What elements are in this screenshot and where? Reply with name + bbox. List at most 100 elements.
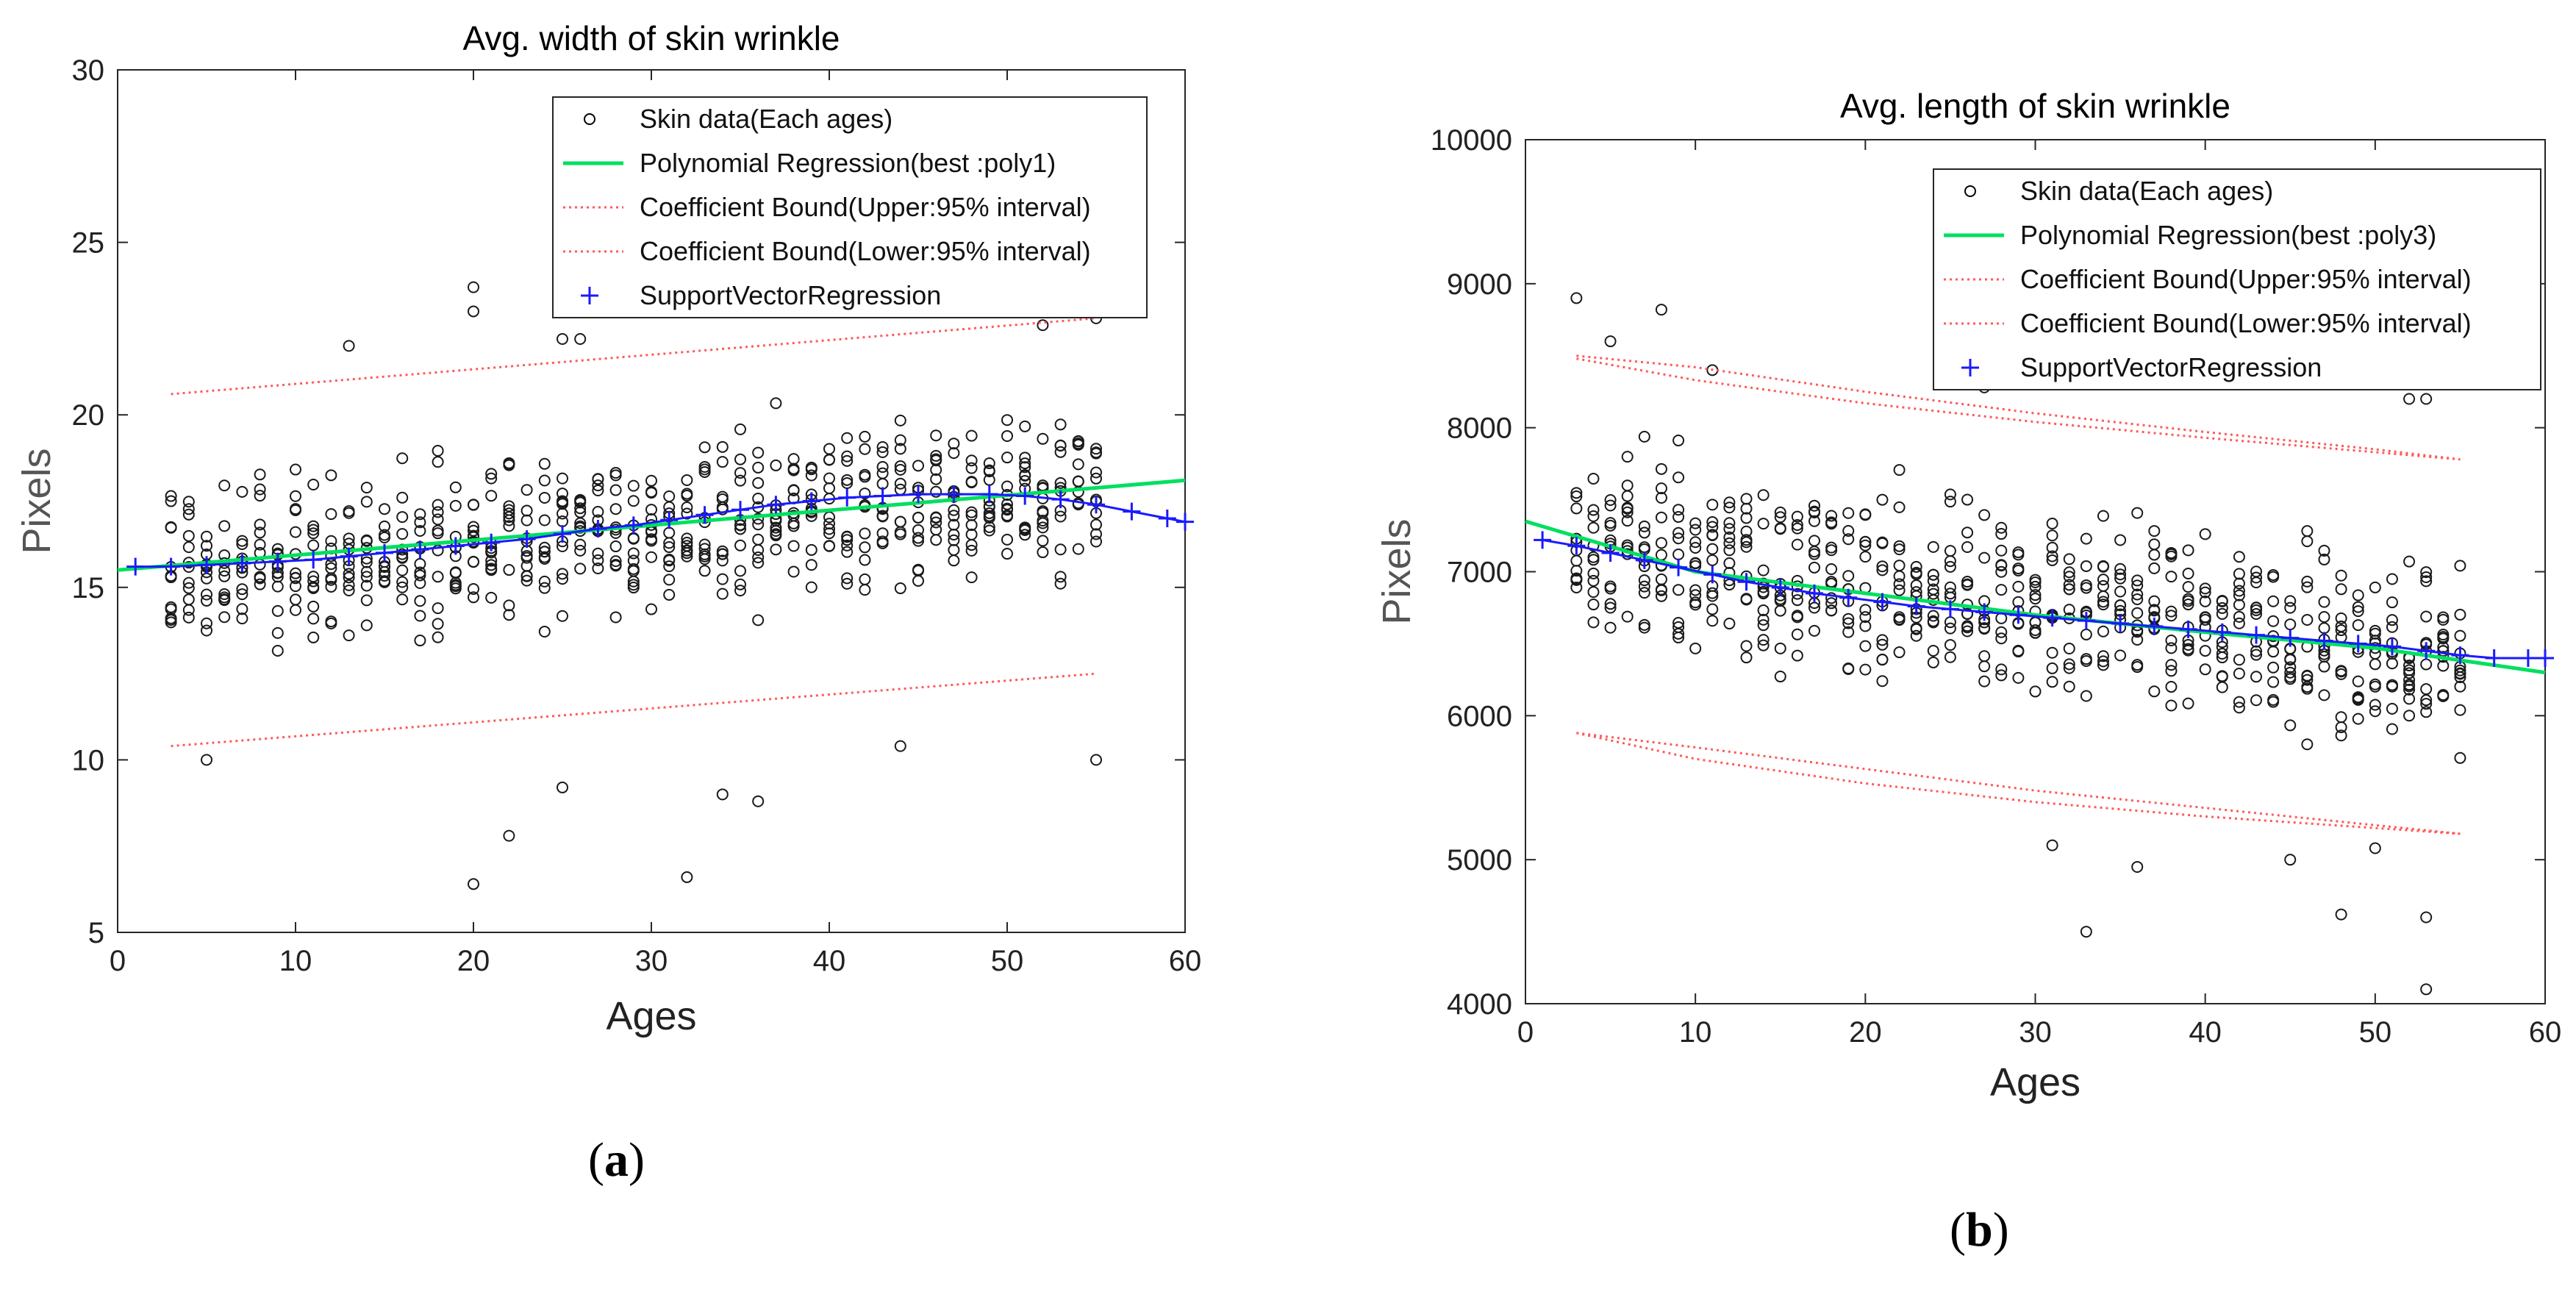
caption-b: (b) [1950,1203,2009,1257]
chart-a-data-point [1037,507,1049,519]
chart-b-data-point [2080,560,2092,572]
chart-b-data-point [1859,539,1872,551]
chart-a-data-point [379,529,390,541]
chart-b-data-point [1672,435,1685,447]
chart-a-data-point [271,626,284,639]
chart-a-data-point [1037,515,1049,527]
chart-b-svr-point [2417,642,2436,660]
chart-a-data-point [557,496,568,508]
chart-b-data-point [2386,702,2398,715]
chart-a-data-point [503,520,515,532]
chart-a-data-point [396,581,409,593]
chart-b-upper-bound-line [1576,354,2461,461]
chart-a-data-point [538,546,551,558]
chart-b-data-point [1995,559,2008,571]
chart-b-data-point [2097,510,2109,522]
chart-a-data-point [396,593,409,606]
chart-a-data-point [236,535,248,547]
chart-a-data-point [485,554,498,567]
chart-a-data-point [681,550,693,563]
chart-b-data-point [2250,601,2263,614]
chart-a-data-point [574,502,587,515]
chart-b-legend-marker-circle [1964,185,1976,197]
chart-a-data-point [805,559,817,571]
chart-b-data-point [2063,662,2075,674]
chart-b-data-point [2165,681,2178,693]
chart-a-data-point [503,564,515,576]
chart-b-data-point [2454,671,2466,684]
chart-b-data-point [1893,540,1906,552]
chart-a-data-point [609,558,622,571]
chart-b-data-point [1587,567,1600,579]
chart-b-data-point [2403,680,2416,693]
chart-b-data-point [2199,663,2211,676]
chart-b-data-point [2233,610,2245,623]
chart-a-svr-point [162,557,180,576]
chart-a-data-point [592,547,604,560]
chart-a-data-point [770,543,782,556]
chart-b-data-point [2403,667,2416,679]
chart-b-data-point [1672,584,1685,596]
chart-a-svr-point [1123,502,1141,521]
chart-a-data-point [325,562,337,574]
chart-b-data-point [1706,529,1719,541]
chart-a-data-point [876,467,889,479]
chart-a-svr-point [838,488,856,507]
chart-b-y-tick-label: 5000 [1447,844,1512,876]
chart-a-data-point [396,511,409,524]
chart-a-data-point [983,457,995,469]
chart-b-data-point [1570,292,1583,304]
chart-b-data-point [1791,588,1803,600]
chart-b-svr-point [2145,617,2164,635]
chart-b-data-point [2080,655,2092,668]
chart-b-data-point [2301,674,2314,686]
chart-a-data-point [325,580,337,593]
chart-b-x-axis-label: Ages [1990,1060,2081,1104]
chart-b-data-point [2318,544,2330,557]
chart-a-data-point [201,540,212,552]
chart-a-data-point [716,588,729,600]
chart-b-data-point [2250,671,2263,683]
caption-a-letter: a [604,1133,629,1187]
chart-b-data-point [2131,507,2144,519]
chart-b-svr-point [1670,558,1688,576]
chart-a-y-tick-label: 10 [72,744,105,776]
chart-b-data-point [2403,660,2416,672]
chart-a-data-point [681,501,693,513]
chart-b-data-point [1961,576,1974,588]
chart-b-data-point [1604,582,1617,595]
chart-a-data-point [218,479,231,492]
chart-a-data-point [468,582,479,595]
chart-a-data-point [307,520,320,532]
chart-b-data-point [2046,517,2058,529]
chart-a-data-point [1001,533,1013,546]
chart-b-data-point [1740,502,1753,515]
chart-b-data-point [2097,655,2109,668]
chart-b-data-point [1774,671,1786,683]
chart-b-data-point [2012,671,2025,684]
chart-a-data-point [432,456,444,468]
chart-b-data-point [2199,582,2211,595]
chart-a-data-point [592,485,604,497]
chart-b-data-point [2063,571,2075,583]
chart-a-data-point [538,457,551,470]
chart-a-data-point [734,423,746,435]
chart-a-data-point [592,506,604,518]
chart-a-data-point [1090,528,1102,540]
chart-a-svr-point [126,557,145,576]
chart-a-data-point [468,305,479,318]
chart-b-data-point [2250,649,2263,661]
chart-b-data-point [1757,639,1770,651]
chart-b-data-point [2114,585,2127,598]
chart-b-y-tick-label: 8000 [1447,413,1512,445]
chart-a-data-point [182,611,195,624]
chart-b-data-point [1825,597,1838,610]
chart-a-data-point [805,463,817,476]
chart-b-data-point [2233,654,2245,666]
chart-b-data-point [2216,648,2228,660]
chart-b-svr-point [1941,600,1959,618]
chart-a-legend-label: Skin data(Each ages) [640,104,892,134]
chart-a-data-point [201,588,212,601]
chart-b-data-point [2233,701,2245,714]
chart-a-data-point [948,518,960,531]
